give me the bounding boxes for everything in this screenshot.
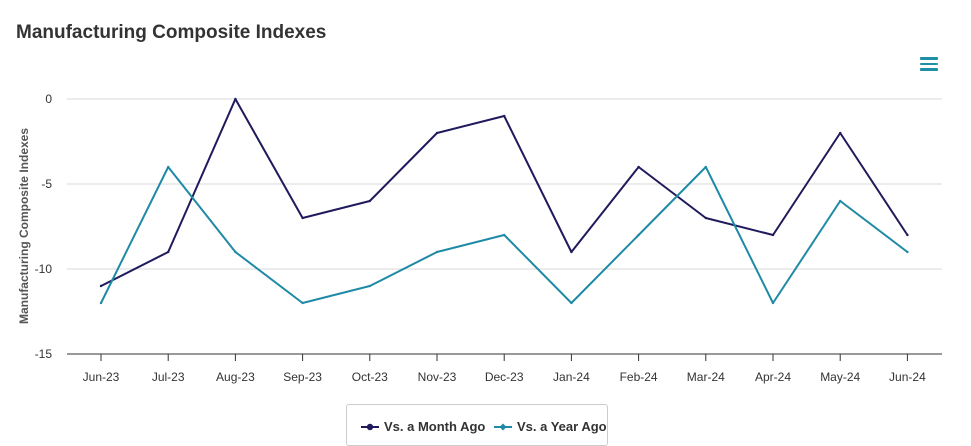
x-tick-label: Mar-24 (687, 370, 725, 384)
x-tick-label: Nov-23 (418, 370, 457, 384)
data-point (704, 165, 707, 169)
y-tick-label: -10 (35, 262, 53, 276)
series-line-0 (100, 98, 909, 287)
x-tick-label: May-24 (820, 370, 860, 384)
data-point (503, 233, 506, 237)
y-tick-label: 0 (45, 92, 52, 106)
data-point (570, 250, 573, 254)
data-point (167, 250, 170, 254)
x-tick-label: Dec-23 (485, 370, 524, 384)
data-point (906, 250, 909, 254)
data-point (839, 199, 842, 203)
data-point (704, 216, 707, 220)
chart-title: Manufacturing Composite Indexes (16, 22, 327, 43)
x-tick-label: Aug-23 (216, 370, 255, 384)
data-point (503, 114, 506, 118)
x-tick-label: Jul-23 (152, 370, 185, 384)
data-point (167, 165, 170, 169)
y-tick-label: -5 (41, 177, 52, 191)
y-tick-label: -15 (35, 347, 53, 361)
x-tick-label: Oct-23 (352, 370, 388, 384)
hamburger-menu-icon[interactable] (918, 54, 940, 74)
chart-legend: Vs. a Month Ago Vs. a Year Ago (346, 404, 608, 446)
data-point (99, 301, 103, 305)
data-point (435, 131, 439, 135)
data-point (368, 199, 371, 203)
x-tick-label: Jun-23 (83, 370, 120, 384)
line-chart: 0 -5 -10 -15 Jun-23 Jul-23 Aug-23 Sep-23 Oct-23 N… (17, 92, 942, 384)
legend-label-year: Vs. a Year Ago (517, 419, 607, 434)
data-point (234, 97, 237, 101)
legend-marker-month (361, 423, 379, 430)
x-tick-label: Jan-24 (553, 370, 590, 384)
x-tick-label: Feb-24 (620, 370, 658, 384)
x-tick-label: Sep-23 (283, 370, 322, 384)
data-point (570, 301, 573, 305)
data-point (301, 216, 304, 220)
data-point (637, 233, 640, 237)
data-point (771, 301, 775, 305)
x-tick-label: Jun-24 (889, 370, 926, 384)
data-point (368, 284, 371, 288)
legend-item-month[interactable]: Vs. a Month Ago (361, 419, 485, 434)
legend-label-month: Vs. a Month Ago (384, 419, 486, 434)
x-tick-label: Apr-24 (755, 370, 791, 384)
data-point (435, 250, 439, 254)
data-point (99, 284, 103, 288)
legend-item-year[interactable]: Vs. a Year Ago (494, 419, 607, 434)
data-point (637, 165, 640, 169)
data-point (771, 233, 775, 237)
data-point (301, 301, 304, 305)
y-axis-label: Manufacturing Composite Indexes (17, 128, 31, 324)
data-point (906, 233, 909, 237)
data-point (234, 250, 237, 254)
legend-marker-year (494, 423, 512, 430)
data-point (839, 131, 842, 135)
